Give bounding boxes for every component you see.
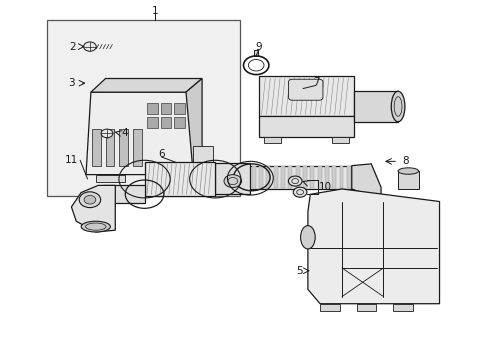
Polygon shape — [96, 175, 125, 182]
Ellipse shape — [81, 221, 110, 232]
Polygon shape — [185, 78, 202, 175]
Circle shape — [101, 129, 113, 138]
Text: 7: 7 — [312, 77, 319, 87]
Polygon shape — [160, 103, 171, 114]
Polygon shape — [317, 166, 321, 188]
Text: 1: 1 — [152, 6, 158, 16]
Polygon shape — [119, 129, 128, 166]
Text: 11: 11 — [64, 155, 78, 165]
Text: 5: 5 — [295, 266, 302, 276]
Polygon shape — [325, 166, 328, 188]
Polygon shape — [193, 146, 212, 164]
Ellipse shape — [390, 91, 404, 122]
Bar — [47, 21, 239, 196]
Polygon shape — [259, 116, 353, 137]
Polygon shape — [331, 137, 348, 143]
Polygon shape — [392, 304, 412, 311]
Polygon shape — [249, 166, 351, 189]
Circle shape — [224, 175, 241, 188]
Ellipse shape — [300, 226, 315, 249]
Polygon shape — [281, 166, 285, 188]
Polygon shape — [105, 129, 114, 166]
Polygon shape — [339, 166, 343, 188]
Text: 9: 9 — [255, 42, 262, 52]
Polygon shape — [264, 137, 281, 143]
Polygon shape — [295, 166, 299, 188]
Polygon shape — [147, 117, 158, 128]
Ellipse shape — [397, 168, 418, 174]
Polygon shape — [144, 162, 215, 196]
Polygon shape — [356, 304, 375, 311]
Circle shape — [79, 192, 101, 208]
Polygon shape — [259, 166, 263, 188]
Polygon shape — [303, 166, 306, 188]
Polygon shape — [103, 185, 144, 203]
Polygon shape — [346, 166, 350, 188]
Polygon shape — [351, 164, 380, 211]
Polygon shape — [320, 304, 339, 311]
Polygon shape — [86, 92, 193, 175]
Polygon shape — [92, 129, 101, 166]
Polygon shape — [91, 78, 202, 92]
FancyBboxPatch shape — [288, 79, 322, 100]
Polygon shape — [259, 76, 353, 116]
Polygon shape — [307, 189, 439, 304]
Polygon shape — [251, 166, 255, 188]
Polygon shape — [71, 185, 115, 232]
Circle shape — [84, 195, 96, 204]
Text: 3: 3 — [68, 78, 75, 88]
Text: 2: 2 — [69, 42, 76, 51]
Polygon shape — [215, 163, 250, 194]
Polygon shape — [174, 117, 184, 128]
Polygon shape — [273, 166, 277, 188]
Circle shape — [83, 42, 96, 51]
Polygon shape — [149, 175, 178, 182]
Polygon shape — [133, 129, 142, 166]
Text: 4: 4 — [122, 128, 128, 138]
Polygon shape — [331, 166, 335, 188]
Polygon shape — [160, 117, 171, 128]
Polygon shape — [266, 166, 270, 188]
Polygon shape — [147, 103, 158, 114]
Polygon shape — [254, 50, 258, 56]
Bar — [397, 171, 418, 189]
Polygon shape — [288, 166, 292, 188]
Circle shape — [288, 176, 302, 186]
Polygon shape — [310, 166, 314, 188]
Circle shape — [293, 187, 306, 197]
Text: 10: 10 — [318, 182, 331, 192]
Polygon shape — [174, 103, 184, 114]
Text: 6: 6 — [158, 149, 164, 159]
Text: 8: 8 — [401, 156, 408, 166]
Polygon shape — [353, 91, 397, 122]
